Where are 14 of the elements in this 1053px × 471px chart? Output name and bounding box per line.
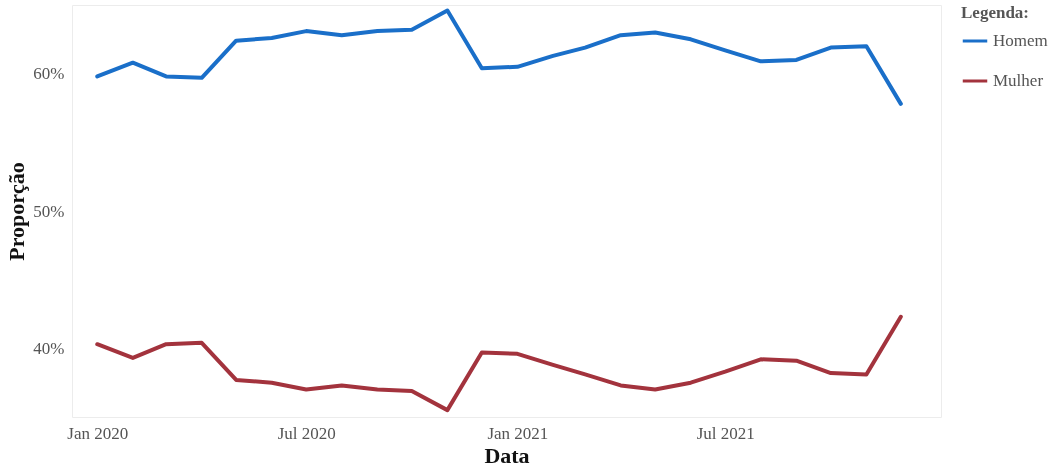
y-tick-label: 50%	[33, 201, 65, 221]
line-series	[95, 8, 903, 106]
x-tick-label: Jul 2020	[277, 423, 336, 443]
x-axis-title: Data	[484, 442, 530, 468]
legend-title: Legenda:	[961, 3, 1029, 22]
x-tick-label: Jan 2020	[67, 423, 129, 443]
line-series	[95, 314, 903, 413]
x-tick-label: Jul 2021	[696, 423, 755, 443]
y-tick-label: 60%	[33, 64, 65, 84]
x-tick-label: Jan 2021	[487, 423, 549, 443]
legend-label: Homem	[993, 31, 1048, 50]
y-axis-title: Proporção	[4, 162, 30, 261]
legend-label: Mulher	[993, 71, 1044, 90]
y-tick-label: 40%	[33, 338, 65, 358]
